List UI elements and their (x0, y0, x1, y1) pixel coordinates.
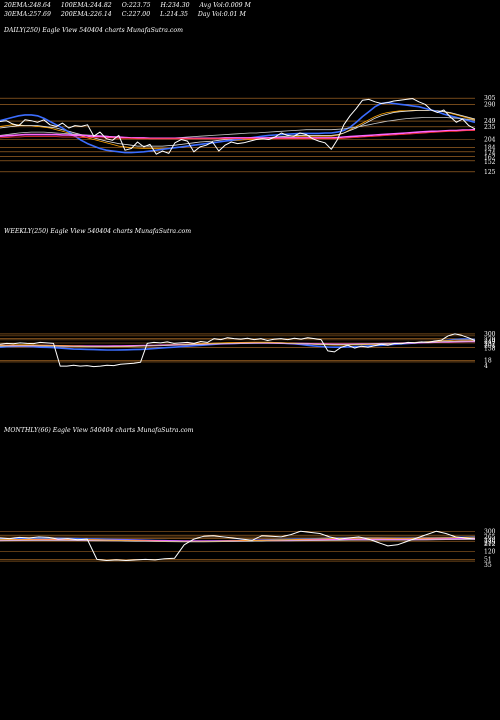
level-label: 300 (484, 331, 496, 338)
header-item: 200EMA:226.14 (60, 11, 112, 18)
level-label: 204 (484, 342, 496, 349)
level-label: 125 (484, 169, 496, 176)
header-item: H:234.30 (160, 2, 190, 9)
level-label: 162 (484, 154, 496, 161)
series-line (0, 101, 476, 154)
weekly-chart-title: WEEKLY(250) Eagle View 540404 charts Mun… (4, 228, 192, 235)
level-label: 35 (484, 562, 492, 567)
series-line (0, 130, 475, 140)
header-item: 100EMA:244.82 (60, 2, 112, 9)
level-label: 158 (484, 345, 496, 352)
header-item: 30EMA:257.69 (4, 11, 51, 18)
level-label: 237 (484, 341, 496, 348)
series-line (0, 98, 476, 155)
level-label: 235 (484, 540, 496, 547)
level-label: 120 (484, 549, 496, 556)
level-label: 305 (484, 95, 496, 102)
header-item: L:214.35 (160, 11, 188, 18)
level-label: 4 (484, 363, 488, 370)
header-item: C:227.00 (121, 11, 151, 18)
header-item: Avg Vol:0.009 M (199, 2, 251, 9)
level-label: 248 (484, 538, 496, 545)
level-label: 249 (484, 338, 496, 345)
level-label: 174 (484, 150, 496, 157)
level-label: 290 (484, 101, 496, 108)
header-item: O:223.75 (121, 2, 151, 9)
level-label: 279 (484, 336, 496, 343)
daily-chart-title: DAILY(250) Eagle View 540404 charts Muna… (4, 27, 183, 34)
ema-header-row-2: 30EMA:257.69 200EMA:226.14 C:227.00 L:21… (4, 11, 246, 18)
series-line (0, 109, 476, 149)
level-label: 204 (484, 137, 496, 144)
series-line (0, 530, 476, 561)
series-line (0, 338, 476, 351)
monthly-chart-title: MONTHLY(66) Eagle View 540404 charts Mun… (4, 427, 194, 434)
level-label: 212 (484, 541, 496, 548)
series-line (0, 109, 476, 147)
header-item: 20EMA:248.64 (4, 2, 51, 9)
level-label: 235 (484, 124, 496, 131)
series-line (0, 116, 476, 139)
series-line (0, 128, 476, 140)
level-label: 51 (484, 556, 492, 563)
series-line (0, 538, 476, 543)
level-label: 249 (484, 118, 496, 125)
level-label: 184 (484, 145, 496, 152)
level-label: 152 (484, 159, 496, 166)
level-label: 300 (484, 528, 496, 535)
header-item: Day Vol:0.01 M (197, 11, 246, 18)
series-line (0, 333, 476, 368)
ema-header-row-1: 20EMA:248.64 100EMA:244.82 O:223.75 H:23… (4, 2, 251, 9)
level-label: 18 (484, 358, 492, 365)
level-label: 265 (484, 534, 496, 541)
